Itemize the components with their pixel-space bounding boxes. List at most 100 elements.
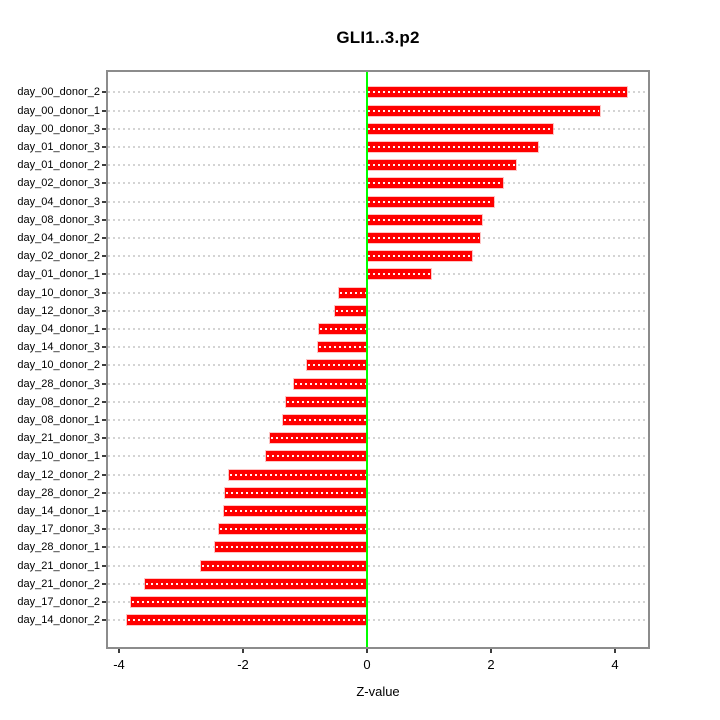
chart-title: GLI1..3.p2 [336,28,420,47]
gridline [108,473,648,476]
category-label: day_28_donor_1 [17,541,100,554]
category-label: day_14_donor_3 [17,341,100,354]
bar [318,342,367,353]
bar [219,524,367,535]
y-tick [102,509,108,512]
gridline [108,382,648,385]
y-tick [102,455,108,458]
category-label: day_28_donor_3 [17,377,100,390]
bar-dots [226,491,366,494]
y-tick [102,182,108,185]
bar-dots [368,182,503,185]
category-label: day_17_donor_2 [17,595,100,608]
x-tick [366,647,368,653]
category-label: day_00_donor_3 [17,122,100,135]
bar-dots [368,127,552,130]
bar [367,160,516,171]
y-tick [102,291,108,294]
y-tick [102,382,108,385]
bar [215,542,367,553]
bar [270,433,367,444]
y-tick [102,236,108,239]
gridline [108,364,648,367]
bar [339,287,367,298]
bar [334,305,367,316]
bar-dots [368,145,537,148]
y-tick [102,109,108,112]
gridline [108,564,648,567]
category-label: day_08_donor_2 [17,395,100,408]
gridline [108,582,648,585]
bar [285,396,367,407]
bar-dots [368,91,627,94]
gridline [108,455,648,458]
bar [224,505,367,516]
bar [145,578,367,589]
bar-dots [220,528,366,531]
category-label: day_01_donor_3 [17,140,100,153]
y-tick [102,600,108,603]
y-tick [102,327,108,330]
y-tick [102,400,108,403]
gridline [108,309,648,312]
y-tick [102,127,108,130]
x-tick-label: 2 [487,657,495,672]
bar-dots [128,619,366,622]
bar [367,178,504,189]
y-tick [102,364,108,367]
bar-dots [368,255,472,258]
category-label: day_08_donor_3 [17,213,100,226]
category-label: day_12_donor_2 [17,468,100,481]
x-tick [242,647,244,653]
bar [293,378,367,389]
zero-line [366,72,368,647]
y-tick [102,91,108,94]
y-tick [102,273,108,276]
bar-dots [266,455,366,458]
plot-area [106,70,650,649]
bar-dots [131,600,366,603]
bar [306,360,367,371]
bar [228,469,367,480]
y-tick [102,309,108,312]
y-tick [102,491,108,494]
category-label: day_02_donor_2 [17,250,100,263]
bar-dots [201,564,366,567]
y-tick [102,255,108,258]
y-tick [102,200,108,203]
bar-dots [340,291,366,294]
bar [127,615,367,626]
category-label: day_00_donor_2 [17,86,100,99]
y-tick [102,218,108,221]
bar-dots [225,509,366,512]
x-tick [118,647,120,653]
gridline [108,600,648,603]
category-label: day_01_donor_1 [17,268,100,281]
category-label: day_10_donor_1 [17,450,100,463]
y-tick [102,564,108,567]
category-label: day_14_donor_2 [17,614,100,627]
bar [200,560,367,571]
category-label: day_04_donor_3 [17,195,100,208]
x-tick-label: -2 [237,657,249,672]
category-label: day_21_donor_1 [17,559,100,572]
y-tick [102,164,108,167]
bar-dots [284,418,366,421]
category-label: day_02_donor_3 [17,177,100,190]
gridline [108,400,648,403]
y-tick [102,418,108,421]
bar-dots [216,546,366,549]
bar [130,596,367,607]
y-tick [102,473,108,476]
gridline [108,418,648,421]
y-tick [102,619,108,622]
bar-dots [368,109,599,112]
y-tick [102,528,108,531]
bar-dots [286,400,366,403]
gridline [108,346,648,349]
bar-dots [368,200,494,203]
y-tick [102,346,108,349]
category-label: day_04_donor_1 [17,322,100,335]
category-label: day_14_donor_1 [17,504,100,517]
y-tick [102,145,108,148]
